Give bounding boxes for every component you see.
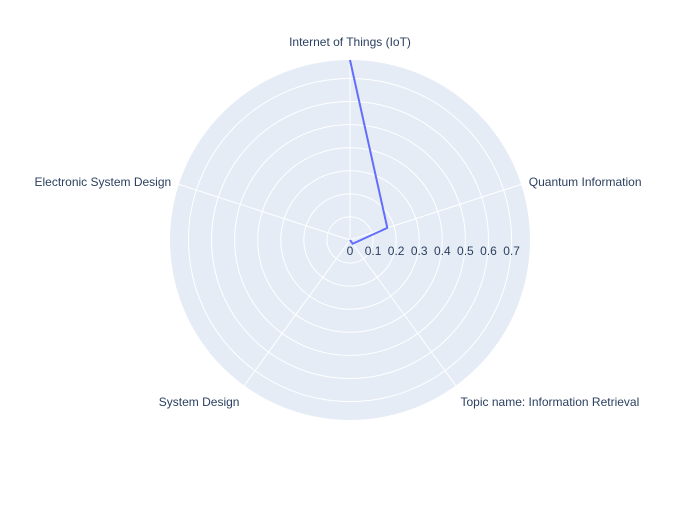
category-label: Internet of Things (IoT): [289, 35, 411, 49]
radial-tick-label: 0: [347, 244, 354, 258]
category-label: Electronic System Design: [34, 175, 171, 189]
category-label: Quantum Information: [529, 175, 642, 189]
series-line: [349, 59, 389, 245]
angular-gridline: [349, 239, 457, 386]
angular-gridline: [349, 183, 522, 241]
category-label: Topic name: Information Retrieval: [461, 395, 640, 409]
radial-tick-label: 0.6: [480, 244, 497, 258]
angular-gridline: [178, 183, 351, 241]
radial-tick-label: 0.7: [503, 244, 520, 258]
radial-tick-label: 0.4: [434, 244, 451, 258]
radial-tick-label: 0.5: [457, 244, 474, 258]
radial-tick-label: 0.3: [411, 244, 428, 258]
category-label: System Design: [159, 395, 240, 409]
angular-gridline: [243, 239, 351, 386]
radial-tick-label: 0.2: [388, 244, 405, 258]
radial-tick-label: 0.1: [365, 244, 382, 258]
